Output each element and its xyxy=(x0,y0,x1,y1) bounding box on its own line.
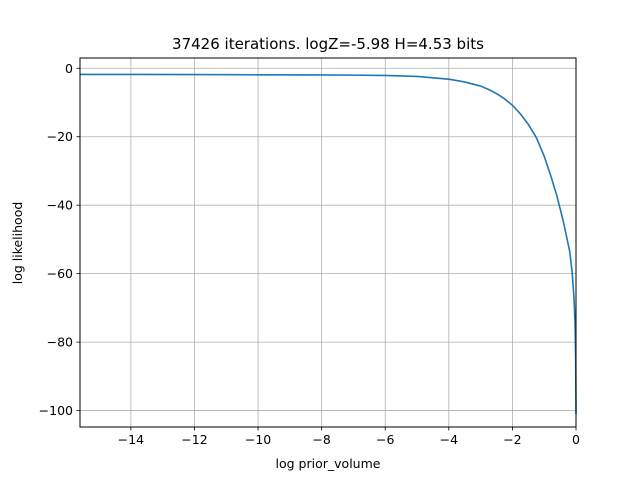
y-axis-label: log likelihood xyxy=(10,202,25,285)
x-tick-label: −8 xyxy=(312,432,330,447)
x-tick-label: −6 xyxy=(376,432,394,447)
y-tick-label: 0 xyxy=(65,61,73,76)
plot-frame xyxy=(79,57,577,428)
x-tick-label: −14 xyxy=(118,432,144,447)
x-tick-label: 0 xyxy=(572,432,580,447)
x-tick-label: −2 xyxy=(503,432,521,447)
x-axis: −14 −12 −10 −8 −6 −4 −2 0 xyxy=(118,427,580,447)
plot-area xyxy=(80,58,576,427)
x-axis-label: log prior_volume xyxy=(276,456,381,471)
y-tick-label: −20 xyxy=(47,129,73,144)
y-axis: 0 −20 −40 −60 −80 −100 xyxy=(39,61,80,418)
y-tick-label: −40 xyxy=(47,198,73,213)
x-tick-label: −10 xyxy=(245,432,271,447)
y-tick-label: −100 xyxy=(39,403,73,418)
x-tick-label: −12 xyxy=(181,432,207,447)
chart-title: 37426 iterations. logZ=-5.98 H=4.53 bits xyxy=(172,35,484,53)
series-line xyxy=(80,73,577,414)
y-tick-label: −80 xyxy=(47,335,73,350)
series-group xyxy=(80,73,577,414)
y-tick-label: −60 xyxy=(47,266,73,281)
x-tick-label: −4 xyxy=(440,432,458,447)
